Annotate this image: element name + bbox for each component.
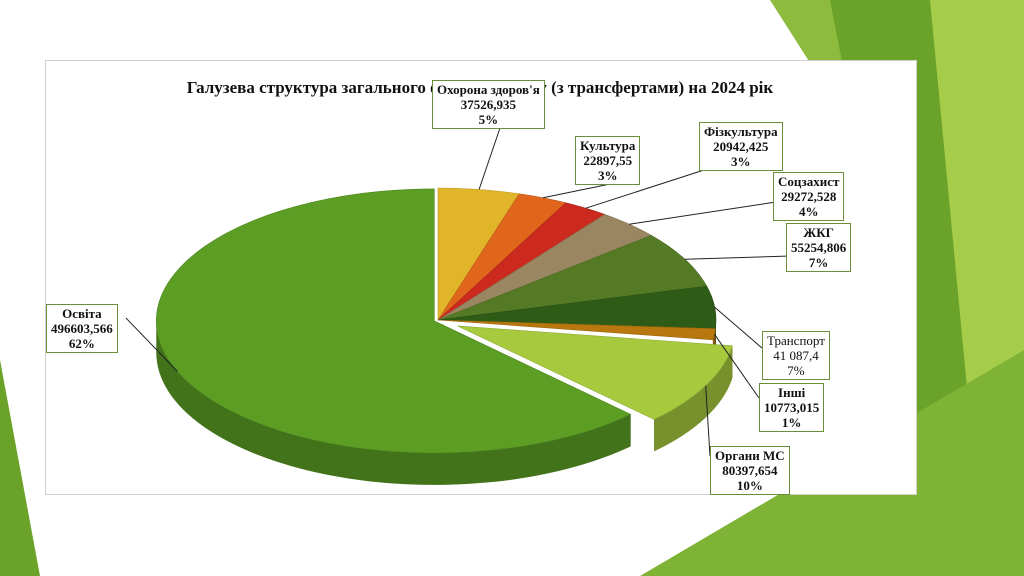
slice-side-orhany-ms: [654, 345, 733, 452]
leader-line-inshi: [713, 333, 760, 399]
slice-osvita: [156, 188, 632, 454]
slice-side-osvita: [156, 320, 631, 485]
leader-line-osvita: [125, 317, 178, 372]
slice-zhkh: [437, 235, 708, 321]
leader-line-okhorona-zdorovia: [478, 127, 501, 190]
pie-tops: [156, 187, 733, 454]
leader-line-sotszakhyst: [629, 201, 777, 225]
label-kultura: Культура 22897,55 3%: [575, 136, 641, 185]
label-orhany-ms: Органи МС 80397,654 10%: [710, 446, 790, 495]
leader-line-transport: [714, 306, 763, 349]
leader-line-zhkh: [684, 255, 791, 260]
leader-line-fizkultura: [585, 169, 705, 209]
label-inshi: Інші 10773,015 1%: [759, 383, 825, 432]
label-okhorona-zdorovia: Охорона здоров'я 37526,935 5%: [432, 80, 545, 129]
label-osvita: Освіта 496603,566 62%: [46, 304, 118, 353]
label-transport: Транспорт 41 087,4 7%: [762, 331, 830, 380]
label-zhkh: ЖКГ 55254,806 7%: [786, 223, 852, 272]
label-sotszakhyst: Соцзахист 29272,528 4%: [773, 172, 845, 221]
leader-line-orhany-ms: [705, 385, 711, 457]
green-corner-left: [0, 360, 40, 576]
slice-orhany-ms: [457, 325, 733, 420]
label-fizkultura: Фізкультура 20942,425 3%: [699, 122, 783, 171]
